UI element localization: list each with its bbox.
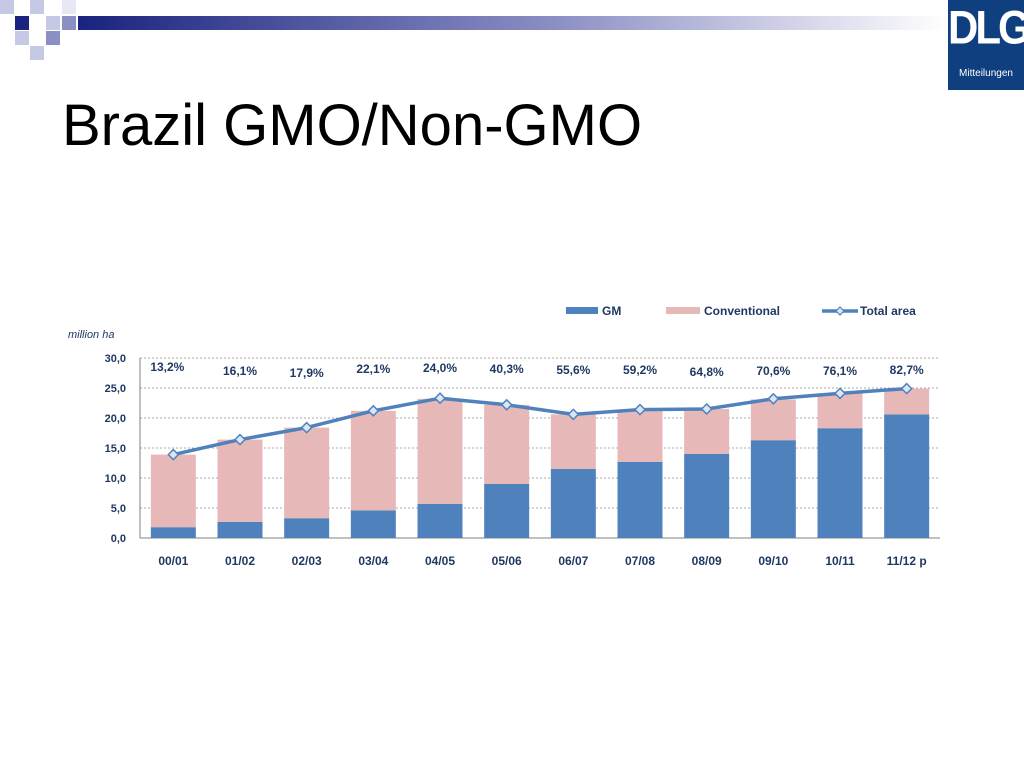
deco-square <box>15 16 29 30</box>
bar-conventional <box>417 398 463 504</box>
bar-gm <box>217 521 263 538</box>
x-tick-label: 06/07 <box>558 554 588 568</box>
bar-conventional <box>617 409 663 462</box>
bar-conventional <box>484 404 530 484</box>
x-tick-label: 00/01 <box>158 554 188 568</box>
logo-subtitle: Mitteilungen <box>959 68 1013 79</box>
point-total-area <box>300 421 313 434</box>
bar-conventional <box>150 454 196 528</box>
bar-conventional <box>750 399 796 441</box>
legend-marker-total <box>835 306 845 316</box>
deco-square <box>30 46 44 60</box>
deco-square <box>46 16 60 30</box>
x-tick-label: 10/11 <box>825 554 855 568</box>
bar-conventional <box>284 427 330 519</box>
data-label-gm-share: 24,0% <box>423 361 457 375</box>
data-label-gm-share: 70,6% <box>756 364 790 378</box>
y-tick-label: 25,0 <box>105 383 126 395</box>
bar-gm <box>617 461 663 538</box>
deco-square <box>15 31 29 45</box>
bar-gm <box>884 414 930 538</box>
data-label-gm-share: 22,1% <box>356 362 390 376</box>
x-tick-label: 05/06 <box>492 554 522 568</box>
data-label-gm-share: 59,2% <box>623 363 657 377</box>
point-total-area <box>767 392 780 405</box>
bar-gm <box>150 527 196 538</box>
bar-gm <box>284 518 330 538</box>
header-band <box>78 16 948 30</box>
data-label-gm-share: 55,6% <box>556 363 590 377</box>
x-tick-label: 08/09 <box>692 554 722 568</box>
slide-title: Brazil GMO/Non-GMO <box>62 93 643 158</box>
legend-swatch-conventional <box>666 307 700 314</box>
deco-square <box>46 31 60 45</box>
y-tick-label: 5,0 <box>111 503 126 515</box>
logo-mark: DLG <box>948 1 1024 54</box>
x-tick-label: 04/05 <box>425 554 455 568</box>
deco-square <box>62 0 76 14</box>
y-tick-label: 15,0 <box>105 443 126 455</box>
x-tick-label: 07/08 <box>625 554 655 568</box>
legend-swatch-gm <box>566 307 598 314</box>
data-label-gm-share: 17,9% <box>290 366 324 380</box>
bar-conventional <box>217 439 263 522</box>
data-label-gm-share: 76,1% <box>823 364 857 378</box>
bar-gm <box>684 454 730 538</box>
bar-gm <box>550 469 596 538</box>
data-label-gm-share: 13,2% <box>150 360 184 374</box>
point-total-area <box>500 398 513 411</box>
legend-label-gm: GM <box>602 304 621 318</box>
x-tick-label: 01/02 <box>225 554 255 568</box>
point-total-area <box>167 448 180 461</box>
bar-gm <box>417 503 463 538</box>
point-total-area <box>367 404 380 417</box>
point-total-area <box>700 402 713 416</box>
y-tick-label: 30,0 <box>105 353 126 365</box>
y-tick-label: 0,0 <box>111 533 126 545</box>
corner-decoration <box>0 0 948 60</box>
x-tick-label: 03/04 <box>358 554 388 568</box>
point-total-area <box>833 387 847 400</box>
deco-square <box>30 0 44 14</box>
data-label-gm-share: 82,7% <box>890 363 924 377</box>
y-tick-label: 20,0 <box>105 413 126 425</box>
x-tick-label: 11/12 p <box>887 554 927 568</box>
point-total-area <box>233 433 247 446</box>
data-label-gm-share: 40,3% <box>490 362 524 376</box>
legend-label-conventional: Conventional <box>704 304 780 318</box>
bar-conventional <box>350 410 396 511</box>
point-total-area <box>433 392 447 405</box>
legend-label-total: Total area <box>860 304 916 318</box>
point-total-area <box>633 403 647 416</box>
data-label-gm-share: 16,1% <box>223 364 257 378</box>
deco-square <box>62 16 76 30</box>
deco-square <box>0 0 14 14</box>
y-tick-label: 10,0 <box>105 473 126 485</box>
dlg-logo: DLG Mitteilungen <box>948 0 1024 90</box>
bar-conventional <box>684 409 730 454</box>
bar-gm <box>350 510 396 538</box>
bar-conventional <box>550 414 596 469</box>
line-total-area <box>172 386 907 457</box>
x-tick-label: 09/10 <box>758 554 788 568</box>
point-total-area <box>567 408 580 421</box>
unit-label: million ha <box>68 329 114 341</box>
bar-gm <box>750 440 796 538</box>
x-tick-label: 02/03 <box>292 554 322 568</box>
bar-gm <box>484 484 530 538</box>
data-label-gm-share: 64,8% <box>690 365 724 379</box>
point-total-area <box>900 382 913 395</box>
bar-gm <box>817 428 863 538</box>
